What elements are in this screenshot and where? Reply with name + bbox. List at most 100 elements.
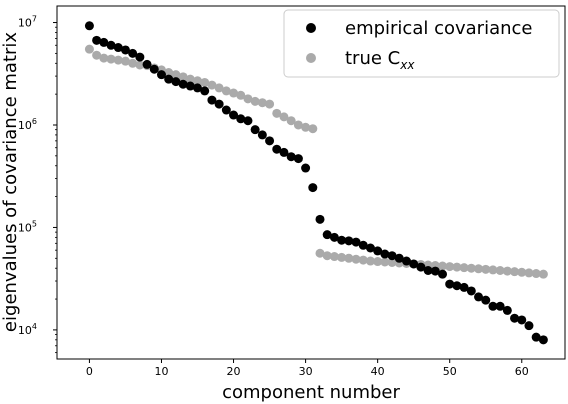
empirical-point [156, 70, 166, 80]
empirical-point [387, 251, 397, 261]
true-cxx-point [243, 94, 253, 104]
empirical-point [308, 183, 318, 193]
empirical-point [286, 152, 296, 162]
true-cxx-point [387, 257, 397, 267]
empirical-point [207, 95, 217, 105]
true-cxx-point [171, 70, 181, 80]
legend-frame [283, 9, 560, 78]
true-cxx-point [510, 267, 520, 277]
legend-marker-true [306, 53, 316, 63]
empirical-point [128, 48, 138, 58]
true-cxx-point [293, 120, 303, 130]
empirical-point [430, 266, 440, 276]
empirical-point [229, 110, 239, 120]
empirical-point [344, 236, 354, 246]
true-cxx-point [466, 263, 476, 273]
empirical-point [193, 83, 203, 93]
empirical-point [329, 232, 339, 242]
empirical-point [236, 114, 246, 124]
y-axis-label: eigenvalues of covariance matrix [0, 32, 21, 332]
true-cxx-point [488, 265, 498, 275]
legend: empirical covariance true Cxx [283, 9, 560, 78]
legend-label-true: true Cxx [345, 48, 415, 72]
empirical-point [135, 52, 145, 62]
empirical-point [243, 116, 253, 126]
empirical-point [250, 125, 260, 135]
true-cxx-point [517, 267, 527, 277]
true-cxx-point [358, 255, 368, 265]
true-cxx-point [438, 261, 448, 271]
true-cxx-point [308, 124, 318, 134]
empirical-point [149, 64, 159, 74]
empirical-point [401, 256, 411, 266]
true-cxx-point [113, 55, 123, 65]
true-cxx-point [459, 263, 469, 273]
true-cxx-point [84, 44, 94, 54]
y-tick-label: 104 [18, 322, 37, 337]
y-axis-ticks: 104 105 106 107 [18, 15, 57, 354]
empirical-point [322, 230, 332, 240]
true-cxx-point [229, 88, 239, 98]
empirical-point [502, 305, 512, 315]
y-tick-label: 106 [18, 117, 37, 132]
empirical-point [524, 321, 534, 331]
empirical-point [538, 335, 548, 345]
true-cxx-point [322, 251, 332, 261]
empirical-point [380, 249, 390, 259]
empirical-point [466, 286, 476, 296]
true-cxx-point [207, 80, 217, 90]
x-tick-label: 0 [86, 365, 93, 378]
true-cxx-point [524, 268, 534, 278]
empirical-point [438, 269, 448, 279]
empirical-point [171, 77, 181, 87]
empirical-point [106, 40, 116, 50]
true-cxx-point [200, 77, 210, 87]
y-tick-label: 107 [18, 15, 37, 30]
empirical-point [394, 253, 404, 263]
true-cxx-point [452, 262, 462, 272]
true-cxx-point [193, 76, 203, 86]
x-tick-label: 20 [227, 365, 241, 378]
true-cxx-point [214, 83, 224, 93]
true-cxx-point [279, 112, 289, 122]
empirical-point [445, 279, 455, 289]
x-tick-label: 10 [154, 365, 168, 378]
data-points [84, 21, 548, 345]
empirical-point [301, 163, 311, 173]
empirical-point [200, 86, 210, 96]
true-cxx-point [531, 269, 541, 279]
true-cxx-point [236, 90, 246, 100]
empirical-point [84, 21, 94, 31]
empirical-point [365, 243, 375, 253]
empirical-point [272, 144, 282, 154]
empirical-point [214, 99, 224, 109]
true-cxx-point [315, 248, 325, 258]
true-cxx-point [538, 269, 548, 279]
x-axis-label: component number [222, 382, 400, 403]
true-cxx-point [337, 252, 347, 262]
empirical-point [185, 81, 195, 91]
x-axis-ticks: 0 10 20 30 40 50 60 [86, 359, 529, 378]
legend-label-empirical: empirical covariance [345, 18, 533, 39]
true-cxx-point [301, 122, 311, 132]
x-tick-label: 60 [515, 365, 529, 378]
empirical-point [142, 59, 152, 69]
empirical-point [315, 214, 325, 224]
true-cxx-point [257, 98, 267, 108]
true-cxx-point [99, 53, 109, 63]
true-cxx-point [373, 257, 383, 267]
empirical-point [178, 79, 188, 89]
true-cxx-point [128, 58, 138, 68]
empirical-point [495, 301, 505, 311]
empirical-point [358, 240, 368, 250]
empirical-point [337, 235, 347, 245]
x-tick-label: 50 [443, 365, 457, 378]
true-cxx-point [474, 264, 484, 274]
empirical-point [474, 292, 484, 302]
empirical-point [416, 262, 426, 272]
empirical-point [351, 237, 361, 247]
true-cxx-point [495, 266, 505, 276]
empirical-point [257, 130, 267, 140]
x-tick-label: 30 [299, 365, 313, 378]
